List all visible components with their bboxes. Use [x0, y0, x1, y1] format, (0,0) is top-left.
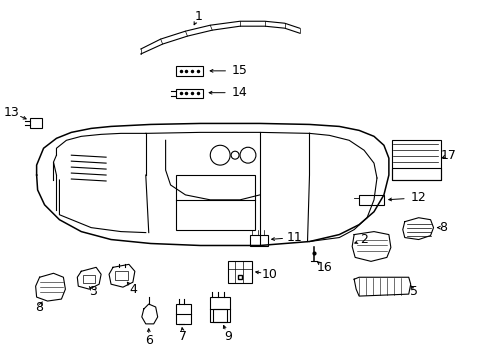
Bar — [392, 140, 441, 180]
Text: 17: 17 — [441, 149, 456, 162]
Bar — [175, 66, 203, 76]
Text: 3: 3 — [89, 285, 97, 298]
Bar — [213, 309, 227, 322]
Bar — [359, 195, 384, 205]
Bar — [115, 271, 128, 280]
Text: 8: 8 — [440, 221, 447, 234]
Text: 11: 11 — [287, 231, 302, 244]
Text: 7: 7 — [179, 330, 188, 343]
Bar — [228, 261, 252, 283]
Text: 8: 8 — [36, 301, 44, 314]
Text: 12: 12 — [411, 192, 426, 204]
Text: 9: 9 — [224, 330, 232, 343]
Bar — [392, 168, 441, 180]
Bar — [210, 297, 230, 322]
Bar — [250, 235, 268, 247]
Text: 4: 4 — [129, 283, 137, 296]
Text: 6: 6 — [145, 334, 153, 347]
Text: 5: 5 — [410, 285, 417, 298]
Bar — [83, 275, 95, 283]
Text: 10: 10 — [262, 268, 278, 281]
Text: 1: 1 — [195, 10, 202, 23]
Bar — [175, 175, 255, 230]
Text: 2: 2 — [360, 233, 368, 246]
Text: 14: 14 — [232, 86, 248, 99]
Text: 13: 13 — [4, 106, 20, 119]
Bar — [175, 89, 203, 98]
Text: 15: 15 — [232, 64, 248, 77]
Bar — [175, 304, 192, 324]
Bar — [30, 118, 42, 129]
Text: 16: 16 — [317, 261, 332, 274]
